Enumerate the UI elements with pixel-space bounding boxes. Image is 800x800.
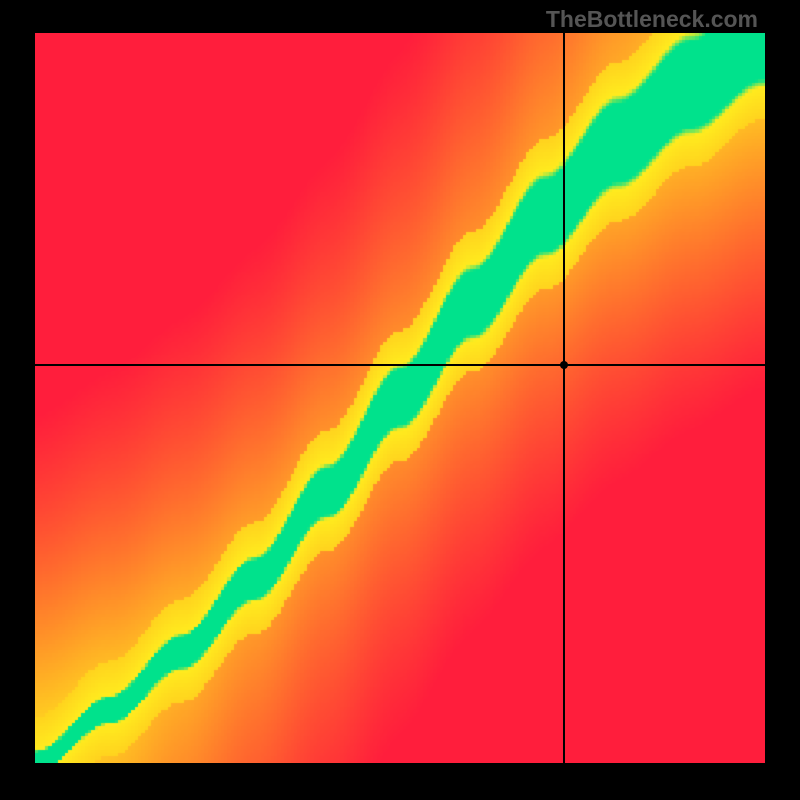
bottleneck-heatmap [35, 33, 765, 763]
crosshair-vertical [563, 33, 565, 763]
watermark-text: TheBottleneck.com [546, 6, 758, 33]
crosshair-horizontal [35, 364, 765, 366]
